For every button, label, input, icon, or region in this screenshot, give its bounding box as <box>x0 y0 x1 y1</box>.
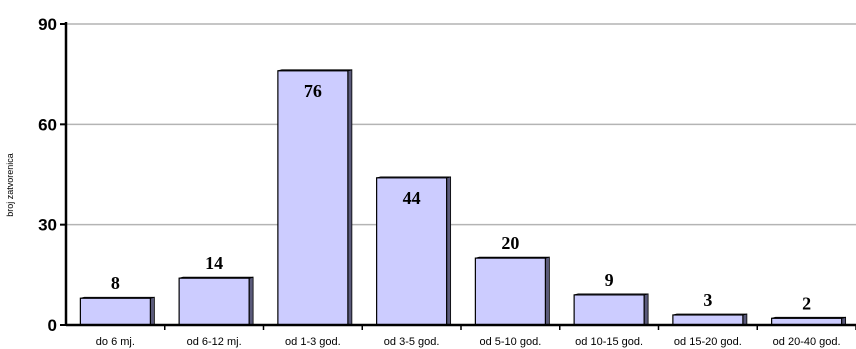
y-axis-label: broj zatvorenica <box>5 153 15 217</box>
x-tick-labels: do 6 mj. od 6-12 mj. od 1-3 god. od 3-5 god… <box>96 336 841 348</box>
data-label-6: 3 <box>703 290 712 310</box>
bar-front-6 <box>672 314 744 326</box>
y-tick-label-0: 0 <box>48 316 57 335</box>
y-tick-labels: 0 30 60 90 <box>38 15 57 335</box>
x-tick-label-6: od 15-20 god. <box>674 336 742 348</box>
bar-side-3 <box>446 176 452 326</box>
bar-front-0 <box>79 297 151 326</box>
bar-4 <box>474 256 550 326</box>
bar-side-0 <box>149 296 155 326</box>
bar-front-2 <box>277 70 349 326</box>
bar-front-5 <box>573 294 645 326</box>
bar-1 <box>178 276 254 326</box>
bar-6 <box>672 313 748 326</box>
bar-side-2 <box>347 69 353 326</box>
y-tick-label-60: 60 <box>38 115 57 134</box>
bar-front-4 <box>474 257 546 326</box>
data-label-5: 9 <box>605 270 614 290</box>
data-label-3: 44 <box>403 188 421 208</box>
bar-2 <box>277 69 353 326</box>
data-label-1: 14 <box>205 253 223 273</box>
y-tick-label-30: 30 <box>38 216 57 235</box>
bar-0 <box>79 296 155 326</box>
x-tick-label-0: do 6 mj. <box>96 336 135 348</box>
bar-front-1 <box>178 277 250 326</box>
x-tick-label-2: od 1-3 god. <box>285 336 341 348</box>
x-tick-label-5: od 10-15 god. <box>575 336 643 348</box>
x-tick-label-7: od 20-40 god. <box>773 336 841 348</box>
bar-5 <box>573 293 649 326</box>
data-label-4: 20 <box>501 233 519 253</box>
bar-front-3 <box>376 177 448 326</box>
y-tick-label-90: 90 <box>38 15 57 34</box>
axes <box>60 22 856 330</box>
bar-3 <box>376 176 452 326</box>
data-label-7: 2 <box>802 293 811 313</box>
data-label-0: 8 <box>111 273 120 293</box>
bar-side-1 <box>248 276 254 326</box>
data-label-2: 76 <box>304 81 322 101</box>
x-tick-label-3: od 3-5 god. <box>384 336 440 348</box>
bars <box>79 69 847 326</box>
gridlines <box>66 23 856 226</box>
x-tick-label-4: od 5-10 god. <box>479 336 541 348</box>
x-tick-label-1: od 6-12 mj. <box>187 336 242 348</box>
data-labels: 8 14 76 44 20 9 3 2 <box>111 81 811 313</box>
